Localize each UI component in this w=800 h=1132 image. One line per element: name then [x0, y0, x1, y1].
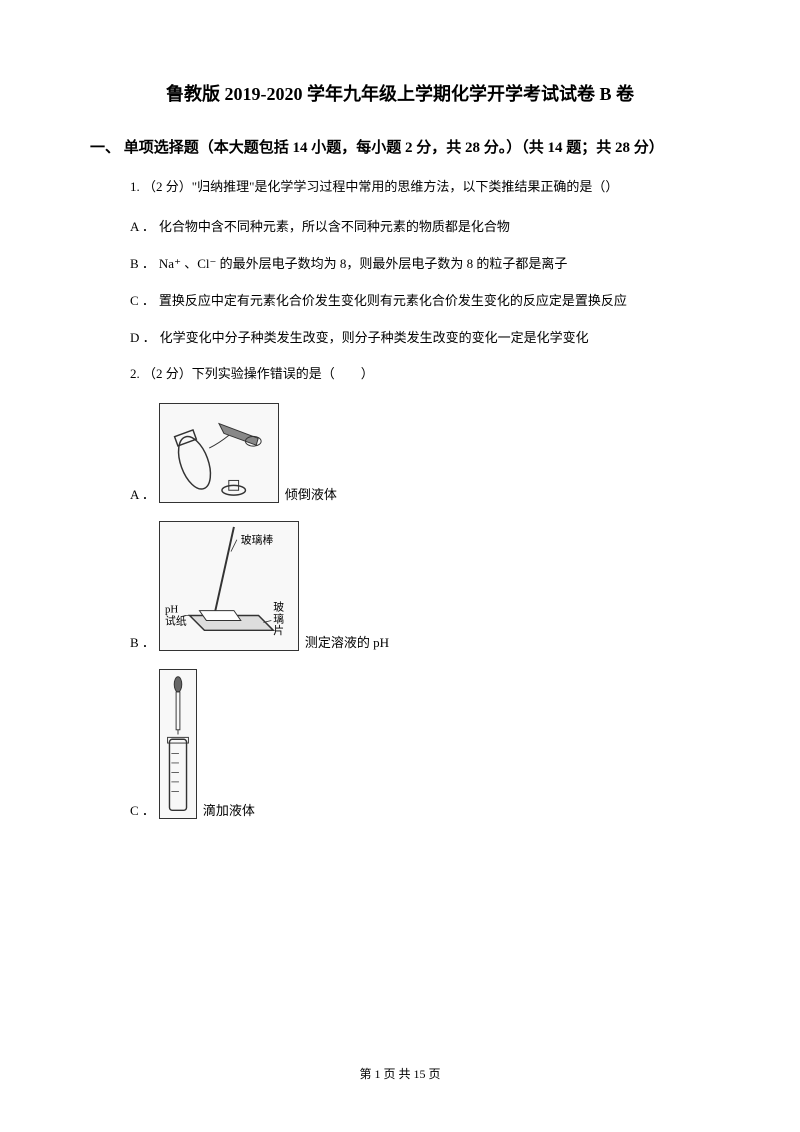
ph-paper-label-1: pH [165, 603, 178, 615]
q2-optC-image [159, 669, 197, 819]
q2-option-c: C ． 滴加液体 [130, 669, 710, 819]
question-2: 2. （2 分）下列实验操作错误的是（ ） [130, 364, 710, 385]
q1-option-d: D ． 化学变化中分子种类发生改变，则分子种类发生改变的变化一定是化学变化 [130, 327, 710, 346]
q2-optC-label: C ． [130, 800, 155, 819]
q2-optC-text: 滴加液体 [203, 800, 255, 819]
glass-plate-label-1: 玻 [273, 600, 284, 613]
q2-optB-label: B ． [130, 632, 155, 651]
section-header: 一、 单项选择题（本大题包括 14 小题，每小题 2 分，共 28 分。）（共 … [90, 136, 710, 157]
page-footer: 第 1 页 共 15 页 [0, 1065, 800, 1082]
q2-optB-image: 玻璃棒 pH 试纸 玻 璃 片 [159, 521, 299, 651]
q1-option-b: B ． Na⁺ 、Cl⁻ 的最外层电子数均为 8，则最外层电子数为 8 的粒子都… [130, 253, 710, 272]
question-2-text: 2. （2 分）下列实验操作错误的是（ ） [130, 364, 710, 385]
footer-prefix: 第 [359, 1067, 374, 1081]
glass-plate-label-2: 璃 [273, 611, 284, 625]
q2-optB-text: 测定溶液的 pH [305, 632, 389, 651]
q1-optD-label: D ． [130, 327, 156, 346]
q2-optA-label: A ． [130, 484, 155, 503]
q1-optC-label: C ． [130, 290, 155, 309]
q1-points: （2 分） [143, 179, 192, 194]
ph-test-icon: 玻璃棒 pH 试纸 玻 璃 片 [160, 522, 298, 650]
ph-paper-label-2: 试纸 [165, 614, 187, 627]
q1-optA-text: 化合物中含不同种元素，所以含不同种元素的物质都是化合物 [159, 216, 510, 235]
footer-suffix: 页 [426, 1067, 441, 1081]
q1-option-a: A ． 化合物中含不同种元素，所以含不同种元素的物质都是化合物 [130, 216, 710, 235]
q2-number: 2. [130, 366, 143, 381]
q2-optA-text: 倾倒液体 [285, 484, 337, 503]
footer-mid: 页 共 [380, 1067, 413, 1081]
q1-optC-text: 置换反应中定有元素化合价发生变化则有元素化合价发生变化的反应定是置换反应 [159, 290, 627, 309]
footer-total: 15 [414, 1067, 426, 1081]
q1-optB-ion2: Cl⁻ [197, 256, 216, 271]
q2-option-a: A ． 倾倒液体 [130, 403, 710, 503]
q1-optA-label: A ． [130, 216, 155, 235]
q1-optD-text: 化学变化中分子种类发生改变，则分子种类发生改变的变化一定是化学变化 [160, 327, 589, 346]
q1-number: 1. [130, 179, 143, 194]
q1-optB-text: Na⁺ 、Cl⁻ 的最外层电子数均为 8，则最外层电子数为 8 的粒子都是离子 [159, 253, 567, 272]
question-1: 1. （2 分）"归纳推理"是化学学习过程中常用的思维方法，以下类推结果正确的是… [130, 177, 710, 198]
q1-optB-ion1: Na⁺ [159, 256, 181, 271]
q1-optB-sep: 、 [181, 256, 197, 271]
q2-optA-image [159, 403, 279, 503]
q2-option-b: B ． 玻璃棒 pH 试纸 玻 璃 片 测定溶液的 pH [130, 521, 710, 651]
glass-plate-label-3: 片 [273, 624, 284, 637]
q1-optB-label: B ． [130, 253, 155, 272]
dropper-icon [160, 670, 196, 818]
q1-optB-tail: 的最外层电子数均为 8，则最外层电子数为 8 的粒子都是离子 [216, 256, 567, 271]
q1-option-c: C ． 置换反应中定有元素化合价发生变化则有元素化合价发生变化的反应定是置换反应 [130, 290, 710, 309]
glass-rod-label: 玻璃棒 [241, 532, 274, 546]
document-title: 鲁教版 2019-2020 学年九年级上学期化学开学考试试卷 B 卷 [90, 80, 710, 106]
q2-body: 下列实验操作错误的是（ ） [192, 366, 374, 381]
q1-body: "归纳推理"是化学学习过程中常用的思维方法，以下类推结果正确的是（） [192, 179, 619, 194]
question-1-text: 1. （2 分）"归纳推理"是化学学习过程中常用的思维方法，以下类推结果正确的是… [130, 177, 710, 198]
pour-liquid-icon [160, 404, 278, 502]
q2-points: （2 分） [143, 366, 192, 381]
